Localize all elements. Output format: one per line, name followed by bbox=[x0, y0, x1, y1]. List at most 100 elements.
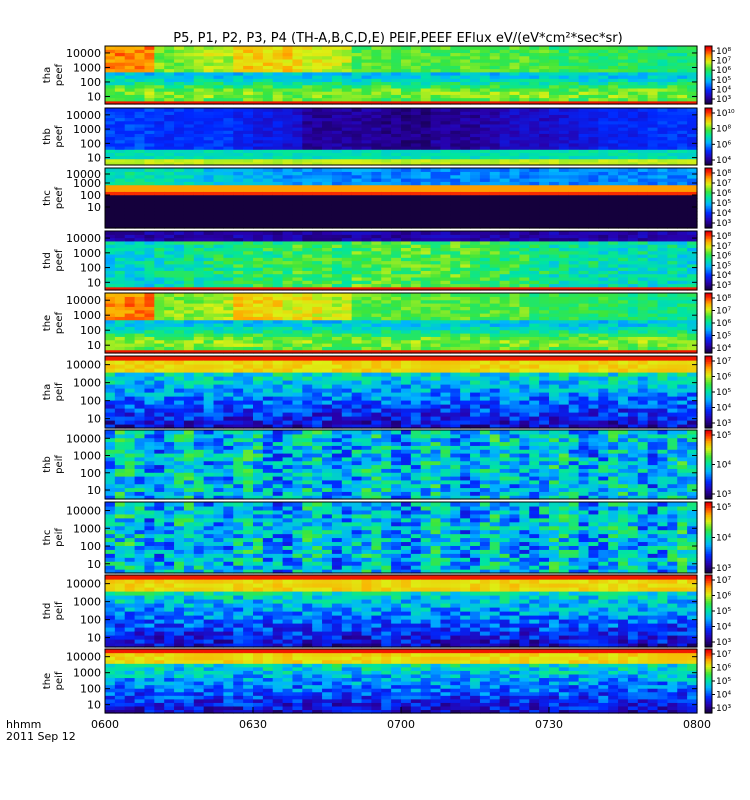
spectrogram-cell bbox=[361, 139, 372, 144]
spectrogram-cell bbox=[647, 84, 659, 89]
spectrogram-cell bbox=[657, 146, 668, 150]
spectrogram-cell bbox=[657, 58, 668, 63]
spectrogram-cell bbox=[420, 108, 432, 112]
spectrogram-cell bbox=[183, 231, 195, 235]
colorbar-swatch bbox=[705, 54, 712, 57]
spectrogram-cell bbox=[568, 108, 580, 112]
spectrogram-cell bbox=[124, 191, 136, 196]
spectrogram-cell bbox=[627, 231, 639, 235]
y-tick-label: 100 bbox=[80, 76, 101, 89]
spectrogram-cell bbox=[193, 142, 205, 147]
colorbar-swatch bbox=[705, 59, 712, 62]
spectrogram-cell bbox=[223, 130, 234, 134]
spectrogram-cell bbox=[489, 52, 501, 57]
spectrogram-cell bbox=[677, 139, 688, 144]
spectrogram-cell bbox=[322, 158, 333, 163]
spectrogram-cell bbox=[529, 58, 540, 63]
spectrogram-cell bbox=[154, 75, 165, 79]
spectrogram-cell bbox=[578, 49, 590, 54]
spectrogram-cell bbox=[361, 158, 372, 163]
spectrogram-cell bbox=[371, 46, 382, 50]
spectrogram-cell bbox=[164, 149, 175, 153]
spectrogram-cell bbox=[154, 123, 165, 128]
spectrogram-cell bbox=[588, 127, 599, 131]
spectrogram-cell bbox=[489, 46, 501, 50]
spectrogram-cell bbox=[134, 111, 146, 115]
spectrogram-cell bbox=[114, 78, 126, 83]
spectrogram-cell bbox=[233, 100, 244, 105]
spectrogram-cell bbox=[440, 168, 451, 172]
spectrogram-cell bbox=[302, 75, 313, 79]
spectrogram-cell bbox=[134, 204, 146, 209]
spectrogram-cell bbox=[391, 68, 402, 73]
spectrogram-cell bbox=[233, 58, 244, 63]
spectrogram-cell bbox=[549, 75, 560, 79]
spectrogram-cell bbox=[440, 91, 451, 95]
spectrogram-cell bbox=[183, 71, 195, 76]
spectrogram-cell bbox=[351, 117, 363, 122]
spectrogram-cell bbox=[519, 133, 530, 138]
spectrogram-cell bbox=[174, 117, 185, 122]
spectrogram-cell bbox=[430, 55, 442, 60]
spectrogram-cell bbox=[401, 136, 412, 141]
spectrogram-cell bbox=[331, 81, 343, 86]
spectrogram-cell bbox=[598, 114, 609, 119]
spectrogram-cell bbox=[618, 155, 629, 160]
spectrogram-cell bbox=[450, 49, 461, 54]
spectrogram-cell bbox=[637, 68, 649, 73]
spectrogram-cell bbox=[361, 146, 372, 150]
spectrogram-cell bbox=[371, 84, 382, 89]
spectrogram-cell bbox=[519, 136, 530, 141]
spectrogram-cell bbox=[282, 94, 294, 99]
spectrogram-cell bbox=[529, 94, 540, 99]
spectrogram-cell bbox=[410, 68, 422, 73]
spectrogram-cell bbox=[272, 91, 284, 95]
spectrogram-cell bbox=[627, 136, 639, 141]
spectrogram-cell bbox=[420, 133, 432, 138]
spectrogram-cell bbox=[183, 201, 195, 206]
spectrogram-cell bbox=[341, 87, 353, 92]
spectrogram-cell bbox=[243, 71, 254, 76]
spectrogram-cell bbox=[479, 161, 491, 166]
spectrogram-cell bbox=[233, 127, 244, 131]
spectrogram-cell bbox=[193, 158, 205, 163]
spectrogram-cell bbox=[183, 293, 195, 297]
spectrogram-cell bbox=[401, 161, 412, 166]
spectrogram-cell bbox=[440, 62, 451, 66]
spectrogram-cell bbox=[144, 171, 155, 176]
spectrogram-cell bbox=[401, 133, 412, 138]
spectrogram-cell bbox=[430, 58, 442, 63]
spectrogram-cell bbox=[618, 52, 629, 57]
spectrogram-cell bbox=[450, 84, 461, 89]
spectrogram-cell bbox=[114, 55, 126, 60]
spectrogram-cell bbox=[134, 181, 146, 186]
spectrogram-cell bbox=[292, 146, 303, 150]
spectrogram-cell bbox=[331, 133, 343, 138]
spectrogram-cell bbox=[154, 168, 165, 172]
spectrogram-cell bbox=[588, 108, 599, 112]
spectrogram-cell bbox=[282, 75, 294, 79]
spectrogram-cell bbox=[253, 62, 264, 66]
spectrogram-cell bbox=[124, 198, 136, 202]
spectrogram-cell bbox=[450, 75, 461, 79]
spectrogram-cell bbox=[272, 68, 284, 73]
spectrogram-cell bbox=[519, 52, 530, 57]
colorbar-swatch bbox=[705, 64, 712, 67]
spectrogram-cell bbox=[608, 65, 619, 70]
spectrogram-cell bbox=[539, 68, 550, 73]
spectrogram-cell bbox=[193, 120, 205, 125]
spectrogram-cell bbox=[657, 84, 668, 89]
spectrogram-cell bbox=[558, 100, 570, 105]
spectrogram-cell bbox=[193, 71, 205, 76]
spectrogram-cell bbox=[667, 130, 678, 134]
spectrogram-cell bbox=[529, 168, 540, 172]
spectrogram-cell bbox=[134, 142, 146, 147]
spectrogram-cell bbox=[470, 94, 481, 99]
spectrogram-cell bbox=[272, 120, 284, 125]
colorbar-frame bbox=[704, 107, 713, 166]
spectrogram-cell bbox=[124, 123, 136, 128]
spectrogram-cell bbox=[618, 142, 629, 147]
spectrogram-cell bbox=[479, 91, 491, 95]
spectrogram-cell bbox=[558, 49, 570, 54]
spectrogram-cell bbox=[223, 133, 234, 138]
